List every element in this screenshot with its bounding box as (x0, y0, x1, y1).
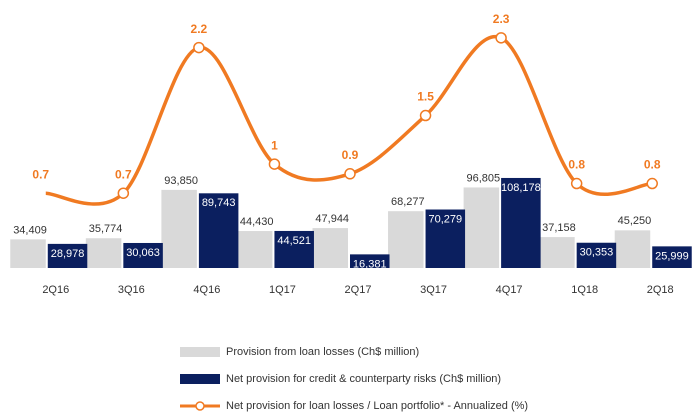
bar (10, 239, 46, 268)
bar (350, 254, 390, 268)
legend-label: Net provision for credit & counterparty … (226, 373, 501, 385)
line-label: 1.5 (417, 90, 434, 104)
data-label: 25,999 (655, 250, 689, 262)
bar (425, 209, 466, 268)
line-marker (495, 32, 507, 44)
data-label: 45,250 (618, 215, 652, 227)
x-tick-label: 2Q16 (42, 284, 69, 296)
x-tick-label: 4Q17 (496, 284, 523, 296)
line-label: 0.7 (32, 167, 49, 181)
data-label: 44,521 (277, 235, 311, 247)
x-tick-label: 4Q16 (193, 284, 220, 296)
x-tick-label: 2Q17 (345, 284, 372, 296)
x-tick-label: 1Q18 (571, 284, 598, 296)
data-label: 89,743 (202, 197, 236, 209)
line-label: 0.9 (342, 148, 359, 162)
bar (652, 246, 692, 268)
line-marker (419, 109, 432, 122)
legend-label: Provision from loan losses (Ch$ million) (226, 346, 419, 358)
data-label: 37,158 (542, 222, 576, 234)
x-tick-label: 1Q17 (269, 284, 296, 296)
bar (47, 243, 88, 268)
x-tick-label: 2Q18 (647, 284, 674, 296)
data-label: 96,805 (467, 172, 501, 184)
line-label: 0.8 (568, 158, 585, 172)
legend-swatch (180, 347, 220, 357)
x-tick-label: 3Q16 (118, 284, 145, 296)
legend-swatch (180, 374, 220, 384)
legend-label: Net provision for loan losses / Loan por… (226, 400, 528, 412)
legend-marker (195, 401, 205, 411)
bar (463, 187, 500, 268)
data-label: 34,409 (13, 224, 47, 236)
data-label: 108,178 (501, 182, 541, 194)
bar (236, 231, 273, 268)
line-marker (570, 177, 583, 190)
line-label: 1 (271, 138, 278, 152)
line-label: 2.2 (191, 22, 208, 36)
data-label: 28,978 (51, 248, 85, 260)
bar (123, 242, 163, 268)
bar (274, 230, 314, 268)
data-label: 68,277 (391, 196, 425, 208)
data-label: 47,944 (315, 213, 349, 225)
bar (501, 177, 541, 268)
x-tick-label: 3Q17 (420, 284, 447, 296)
line-marker (646, 177, 658, 190)
data-label: 44,430 (240, 216, 274, 228)
data-label: 93,850 (164, 175, 198, 187)
line-label: 0.8 (644, 158, 661, 172)
bar (198, 193, 239, 268)
line-marker (193, 41, 205, 54)
line-label: 2.3 (493, 12, 510, 26)
line-marker (344, 168, 356, 180)
line-label: 0.7 (115, 167, 132, 181)
bar (576, 242, 617, 268)
data-label: 70,279 (428, 213, 462, 225)
bar (614, 230, 651, 268)
data-label: 35,774 (89, 223, 123, 235)
bar (539, 237, 575, 268)
data-label: 30,063 (126, 247, 160, 259)
data-label: 16,381 (353, 258, 387, 270)
data-label: 30,353 (580, 247, 614, 259)
bar (85, 238, 122, 268)
line-marker (117, 187, 130, 199)
line-marker (268, 158, 281, 170)
bar (161, 189, 197, 268)
bar (312, 228, 348, 268)
bar (388, 211, 424, 268)
